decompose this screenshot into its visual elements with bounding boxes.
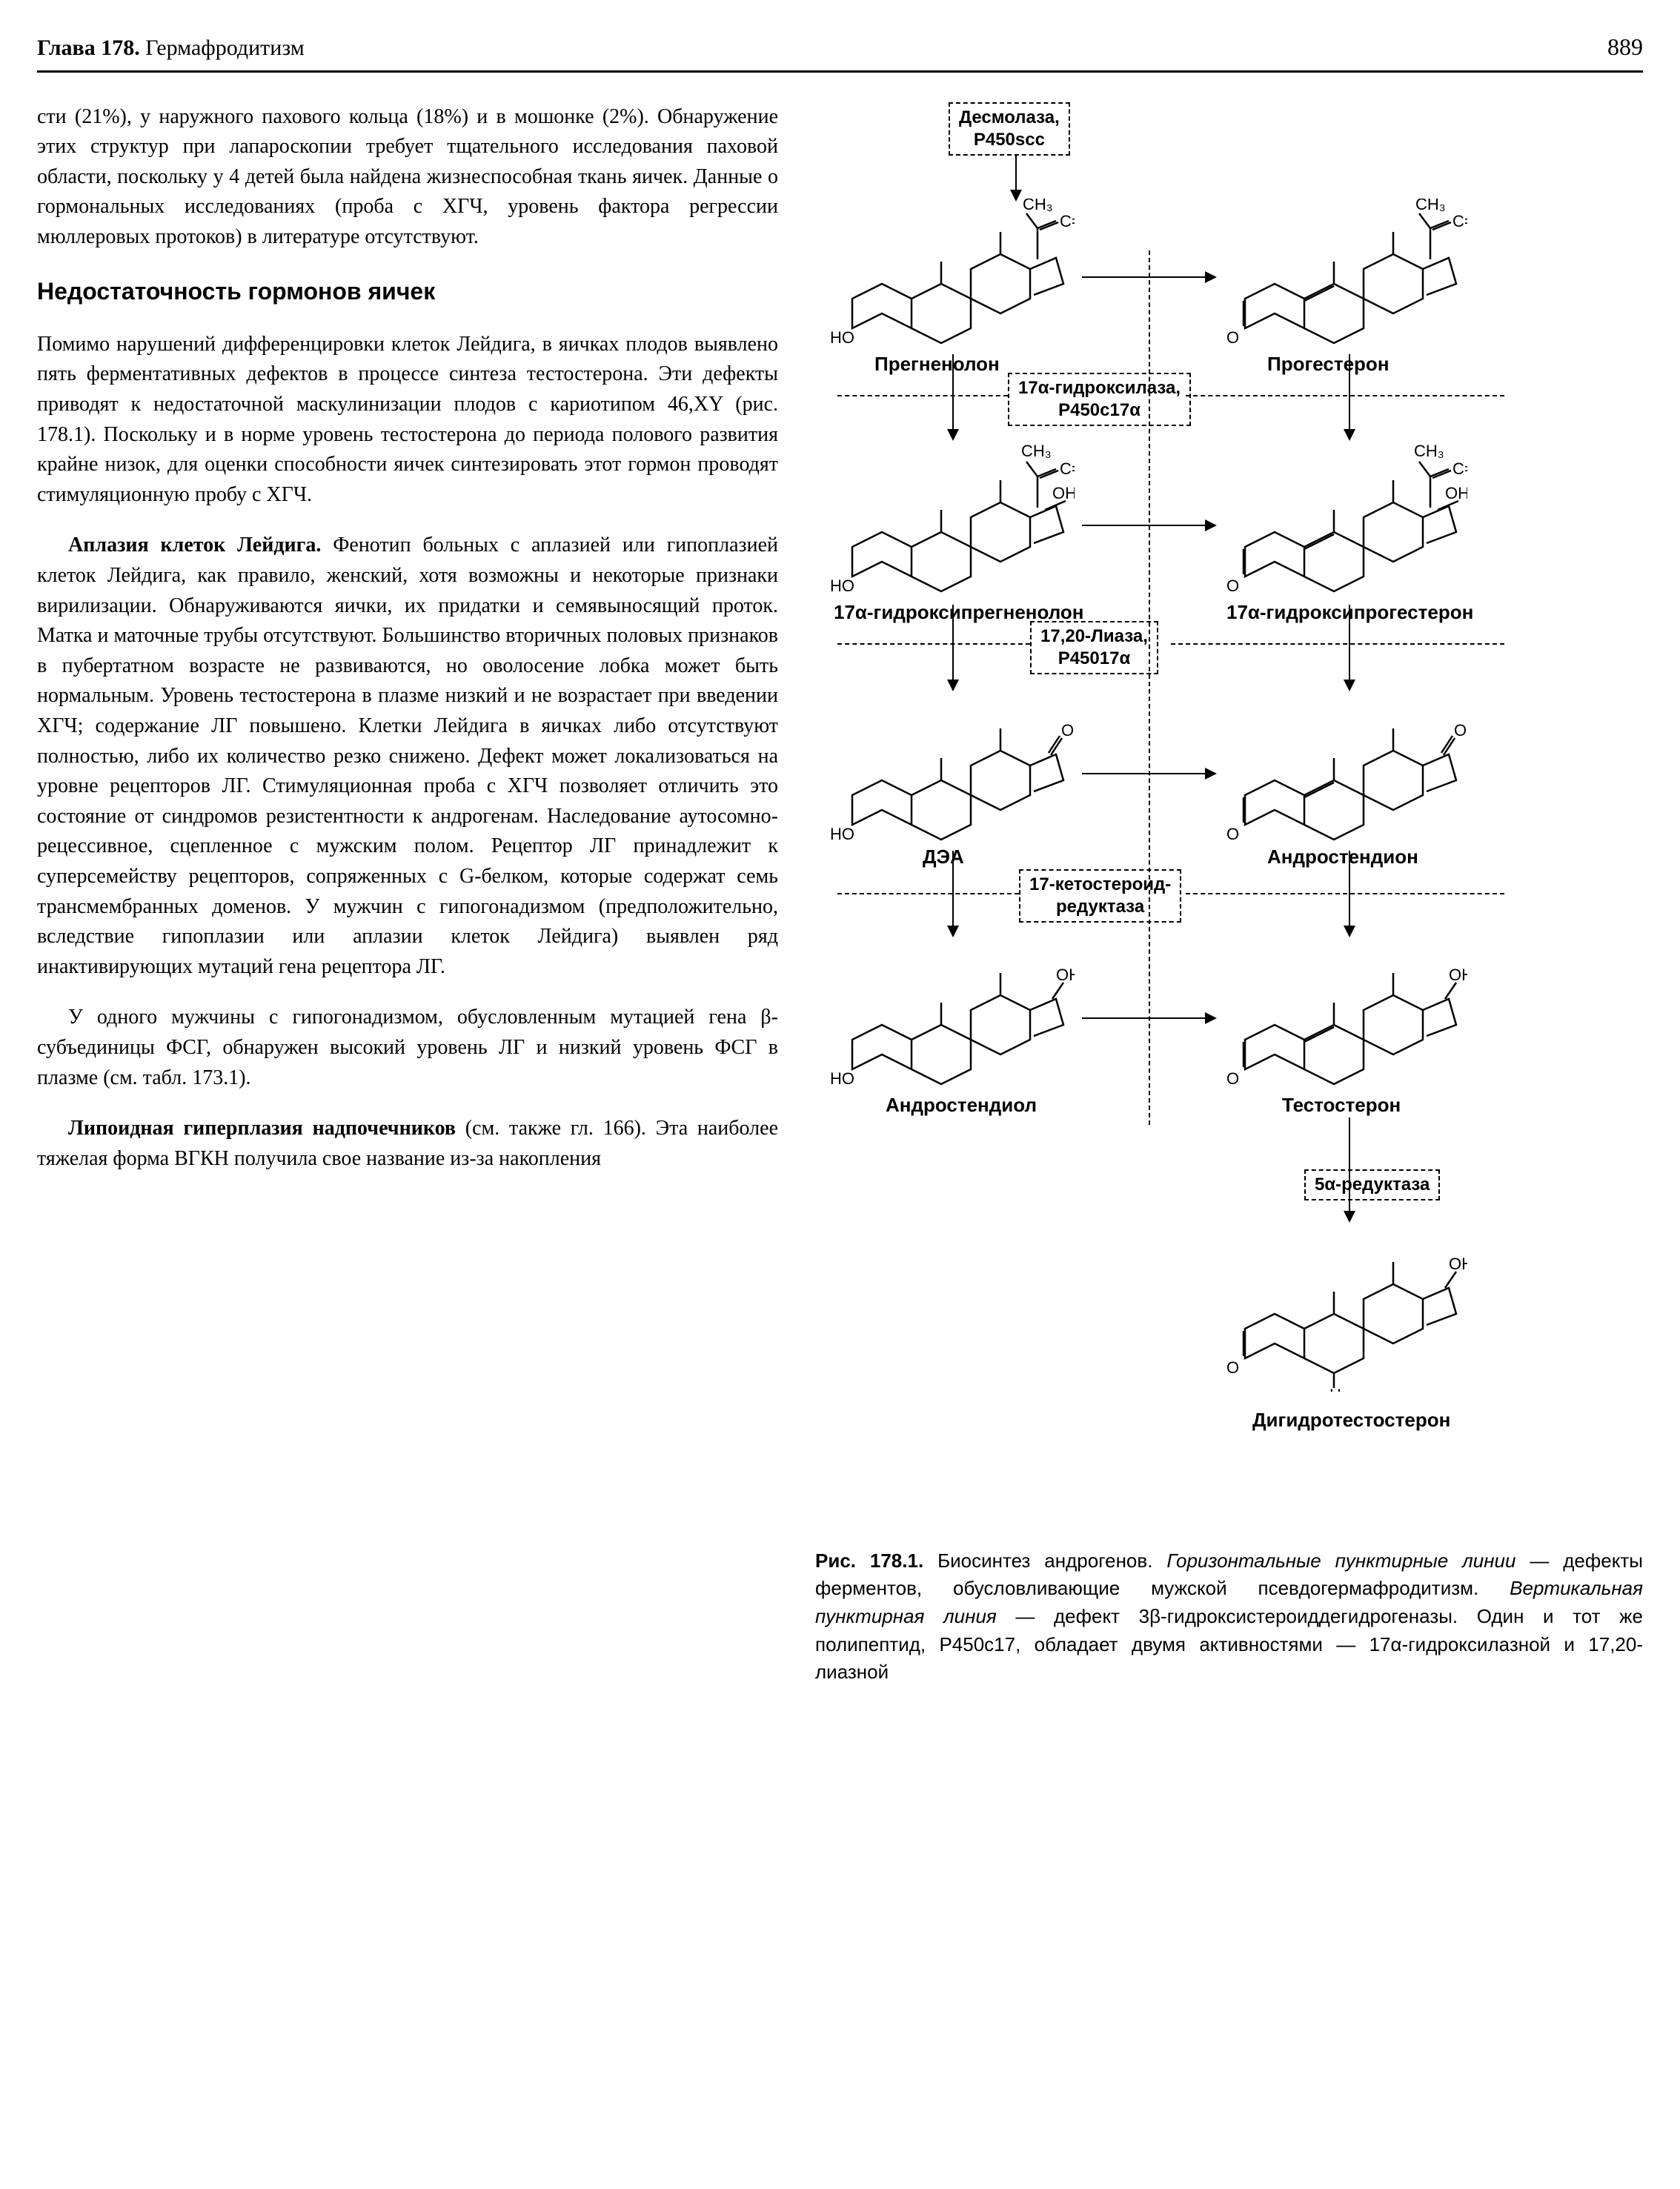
arrow-icon [1349, 354, 1350, 439]
svg-text:CH₃: CH₃ [1414, 443, 1444, 460]
svg-text:C=O: C=O [1060, 212, 1075, 230]
dashed-line [837, 395, 1008, 396]
steroid-pregnenolone: CH₃ C=O HO [830, 199, 1075, 347]
steroid-progesterone: CH₃ C=O O [1223, 199, 1467, 347]
chapter-label: Глава 178. [37, 36, 140, 60]
paragraph-3: Аплазия клеток Лейдига. Фенотип больных … [37, 531, 778, 982]
label-androstenediol: Андростендиол [886, 1092, 1037, 1120]
arrow-icon [952, 354, 954, 439]
svg-text:HO: HO [830, 328, 854, 347]
svg-text:CH₃: CH₃ [1021, 443, 1052, 460]
figure-label: Рис. 178.1. [815, 1549, 923, 1572]
right-column: Десмолаза, P450scc 17α-гидроксилаза, P45… [815, 102, 1643, 1687]
enzyme-box-5a-reductase: 5α-редуктаза [1304, 1169, 1440, 1200]
arrow-icon [1349, 1117, 1350, 1221]
svg-text:HO: HO [830, 1069, 854, 1088]
label-dihydrotestosterone: Дигидротестостерон [1252, 1406, 1450, 1435]
enzyme-box-desmolase: Десмолаза, P450scc [949, 102, 1070, 156]
dashed-line [1186, 395, 1504, 396]
paragraph-2: Помимо нарушений дифференцировки клеток … [37, 330, 778, 511]
paragraph-5: Липоидная гиперплазия надпочечников (см.… [37, 1114, 778, 1174]
steroid-17a-hydroxypregnenolone: CH₃ C=O OH HO [830, 443, 1075, 599]
svg-text:HO: HO [830, 577, 854, 595]
page-header: Глава 178. Гермафродитизм 889 [37, 30, 1643, 73]
dashed-line [837, 893, 1019, 894]
svg-text:C=O: C=O [1452, 212, 1467, 230]
svg-text:H: H [1329, 1386, 1341, 1392]
steroid-17a-hydroxyprogesterone: CH₃ C=O OH O [1223, 443, 1467, 599]
label-testosterone: Тестостерон [1282, 1092, 1401, 1120]
svg-text:C=O: C=O [1060, 459, 1075, 478]
svg-text:OH: OH [1445, 484, 1467, 502]
svg-text:O: O [1226, 577, 1239, 595]
page-number: 889 [1607, 30, 1643, 64]
dashed-line [837, 643, 1030, 645]
steroid-androstenediol: OH HO [830, 940, 1075, 1088]
enzyme-box-reductase: 17-кетостероид- редуктаза [1019, 869, 1181, 923]
enzyme-box-lyase: 17,20-Лиаза, P45017α [1030, 621, 1158, 674]
caption-italic-a: Горизонтальные пунктирные линии [1166, 1549, 1515, 1572]
svg-text:O: O [1226, 825, 1239, 843]
steroid-dihydrotestosterone: OH O H [1223, 1229, 1467, 1392]
steroid-testosterone: OH O [1223, 940, 1467, 1088]
svg-text:O: O [1226, 328, 1239, 347]
svg-text:O: O [1061, 721, 1074, 740]
biosynthesis-diagram: Десмолаза, P450scc 17α-гидроксилаза, P45… [815, 102, 1643, 1525]
svg-text:CH₃: CH₃ [1415, 199, 1446, 213]
label-pregnenolone: Прегненолон [874, 351, 1000, 379]
svg-text:HO: HO [830, 825, 854, 843]
label-progesterone: Прогестерон [1267, 351, 1390, 379]
arrow-icon [1082, 525, 1215, 526]
paragraph-4: У одного мужчины с гипогонадизмом, обусл… [37, 1003, 778, 1093]
chapter-topic: Гермафродитизм [145, 36, 304, 60]
label-dhea: ДЭА [923, 843, 964, 871]
dashed-line [1186, 893, 1504, 894]
chapter-title: Глава 178. Гермафродитизм [37, 32, 305, 64]
arrow-icon [1015, 156, 1017, 200]
dashed-line [1171, 643, 1504, 645]
label-androstenedione: Андростендион [1267, 843, 1418, 871]
svg-text:OH: OH [1052, 484, 1075, 502]
steroid-androstenedione: O O [1223, 695, 1467, 843]
svg-text:OH: OH [1056, 966, 1075, 984]
svg-text:OH: OH [1449, 966, 1467, 984]
dashed-line-vertical [1149, 250, 1150, 1125]
caption-text-a: Биосинтез андрогенов. [923, 1549, 1166, 1572]
paragraph-1: сти (21%), у наружного пахового кольца (… [37, 102, 778, 253]
svg-text:O: O [1226, 1358, 1239, 1377]
arrow-icon [1082, 1017, 1215, 1019]
svg-text:O: O [1454, 721, 1467, 740]
paragraph-3-lead: Аплазия клеток Лейдига. [68, 534, 321, 557]
enzyme-box-hydroxylase: 17α-гидроксилаза, P450c17α [1008, 373, 1191, 426]
figure-caption: Рис. 178.1. Биосинтез андрогенов. Горизо… [815, 1547, 1643, 1687]
left-column: сти (21%), у наружного пахового кольца (… [37, 102, 778, 1687]
section-heading: Недостаточность гормонов яичек [37, 274, 778, 308]
steroid-dhea: O HO [830, 695, 1075, 843]
arrow-icon [1082, 773, 1215, 774]
svg-text:OH: OH [1449, 1255, 1467, 1273]
arrow-icon [1349, 605, 1350, 690]
content-area: сти (21%), у наружного пахового кольца (… [37, 102, 1643, 1687]
arrow-icon [952, 605, 954, 690]
paragraph-3-body: Фенотип больных с аплазией или гипоплази… [37, 534, 778, 977]
label-17a-hydroxypregnenolone: 17α-гидроксипрегненолон [834, 599, 1084, 627]
svg-text:CH₃: CH₃ [1023, 199, 1053, 213]
svg-text:C=O: C=O [1452, 459, 1467, 478]
paragraph-5-lead: Липоидная гиперплазия надпочечников [68, 1117, 456, 1140]
svg-text:O: O [1226, 1069, 1239, 1088]
